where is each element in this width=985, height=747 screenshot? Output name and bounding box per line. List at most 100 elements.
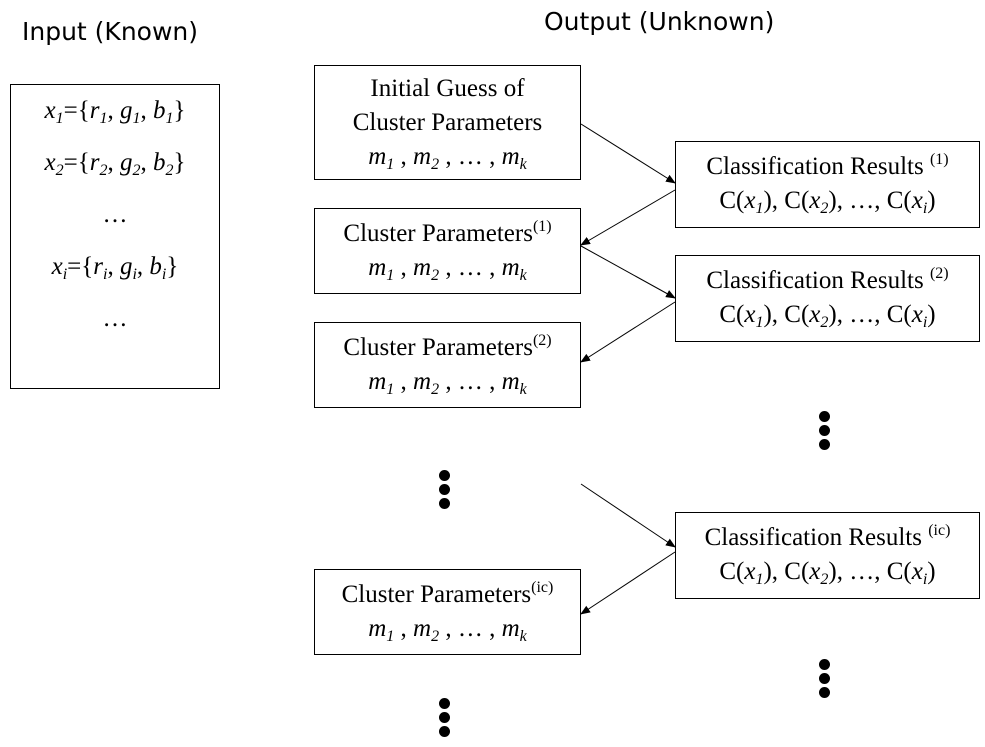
mean-subscript: k: [519, 267, 527, 284]
class-subscript: i: [922, 314, 928, 331]
class-var: x: [809, 187, 821, 214]
separator: ,: [482, 368, 502, 395]
separator: ,: [771, 187, 785, 214]
separator: ,: [439, 368, 458, 395]
class-close: ): [763, 187, 772, 214]
input-x1: x1={r1, g1, b1}: [44, 97, 186, 127]
ellipsis: …: [849, 558, 875, 585]
initial-guess-box: Initial Guess of Cluster Parameters m1 ,…: [314, 65, 581, 180]
class-var: x: [744, 558, 756, 585]
classification-box-1: Classification Results (1) C(x1), C(x2),…: [675, 141, 980, 228]
arrow-guess-to-class1: [580, 123, 676, 184]
class-subscript: i: [922, 200, 928, 217]
initial-guess-line1: Initial Guess of: [370, 75, 525, 102]
classification-box-ic: Classification Results (ic) C(x1), C(x2)…: [675, 512, 980, 599]
input-x2: x2={r2, g2, b2}: [44, 149, 186, 179]
class-func: C(: [784, 558, 810, 585]
initial-guess-means: m1 , m2 , … , mk: [315, 140, 580, 174]
classification-label-2: Classification Results (2): [706, 265, 949, 295]
ellipsis: …: [457, 254, 483, 281]
input-ellipsis-2: …: [102, 305, 128, 332]
cluster-params-box-ic: Cluster Parameters(ic) m1 , m2 , … , mk: [314, 569, 581, 655]
mean-subscript: k: [519, 156, 527, 173]
mean-subscript: 2: [431, 381, 440, 398]
mean-subscript: 1: [386, 628, 395, 645]
class-close: ): [828, 558, 837, 585]
separator: ,: [439, 254, 458, 281]
cluster-params-label-ic: Cluster Parameters(ic): [341, 579, 554, 609]
separator: ,: [874, 301, 887, 328]
class-func: C(: [886, 558, 912, 585]
mean-subscript: k: [519, 628, 527, 645]
classification-values-1: C(x1), C(x2), …, C(xi): [676, 184, 979, 218]
class-var: x: [744, 301, 756, 328]
vertical-ellipsis-class-1: [819, 411, 831, 453]
class-func: C(: [719, 301, 745, 328]
class-subscript: 1: [755, 571, 764, 588]
class-close: ): [927, 301, 936, 328]
mean-symbol: m: [501, 254, 520, 281]
arrow-classic-to-paramsic: [580, 551, 676, 615]
mean-symbol: m: [413, 254, 432, 281]
separator: ,: [439, 143, 458, 170]
class-var: x: [911, 301, 923, 328]
arrow-ellipsis-to-classic: [580, 483, 676, 548]
class-close: ): [828, 301, 837, 328]
cluster-params-label-1: Cluster Parameters(1): [343, 218, 552, 248]
ellipsis: …: [457, 368, 483, 395]
class-close: ): [927, 558, 936, 585]
ellipsis: …: [457, 143, 483, 170]
class-func: C(: [784, 301, 810, 328]
mean-symbol: m: [501, 368, 520, 395]
separator: ,: [439, 615, 458, 642]
arrow-class1-to-params1: [580, 189, 676, 246]
mean-subscript: 2: [431, 156, 440, 173]
class-close: ): [927, 187, 936, 214]
input-heading: Input (Known): [22, 17, 199, 46]
class-func: C(: [719, 558, 745, 585]
mean-symbol: m: [368, 254, 387, 281]
separator: ,: [771, 301, 785, 328]
mean-symbol: m: [413, 143, 432, 170]
mean-subscript: 1: [386, 267, 395, 284]
cluster-params-box-1: Cluster Parameters(1) m1 , m2 , … , mk: [314, 208, 581, 294]
separator: ,: [482, 254, 502, 281]
mean-subscript: 2: [431, 267, 440, 284]
class-var: x: [744, 187, 756, 214]
class-subscript: 2: [820, 200, 829, 217]
class-func: C(: [784, 187, 810, 214]
classification-label-1: Classification Results (1): [706, 151, 949, 181]
separator: ,: [836, 558, 850, 585]
cluster-params-means-1: m1 , m2 , … , mk: [315, 251, 580, 285]
ellipsis: …: [457, 615, 483, 642]
class-close: ): [763, 301, 772, 328]
ellipsis: …: [849, 301, 875, 328]
separator: ,: [394, 254, 414, 281]
class-subscript: i: [922, 571, 928, 588]
classification-values-ic: C(x1), C(x2), …, C(xi): [676, 555, 979, 589]
mean-subscript: 2: [431, 628, 440, 645]
separator: ,: [482, 143, 502, 170]
class-subscript: 1: [755, 200, 764, 217]
class-subscript: 2: [820, 314, 829, 331]
class-func: C(: [886, 301, 912, 328]
mean-symbol: m: [501, 143, 520, 170]
class-close: ): [828, 187, 837, 214]
output-heading: Output (Unknown): [544, 7, 775, 36]
input-ellipsis-1: …: [102, 201, 128, 228]
mean-symbol: m: [368, 143, 387, 170]
mean-symbol: m: [413, 615, 432, 642]
separator: ,: [836, 301, 850, 328]
mean-subscript: k: [519, 381, 527, 398]
class-func: C(: [719, 187, 745, 214]
separator: ,: [874, 187, 887, 214]
mean-symbol: m: [368, 615, 387, 642]
classification-label-ic: Classification Results (ic): [704, 522, 951, 552]
mean-symbol: m: [501, 615, 520, 642]
cluster-params-means-ic: m1 , m2 , … , mk: [315, 612, 580, 646]
class-var: x: [911, 558, 923, 585]
arrow-class2-to-params2: [580, 301, 676, 363]
class-var: x: [809, 301, 821, 328]
cluster-params-box-2: Cluster Parameters(2) m1 , m2 , … , mk: [314, 322, 581, 408]
